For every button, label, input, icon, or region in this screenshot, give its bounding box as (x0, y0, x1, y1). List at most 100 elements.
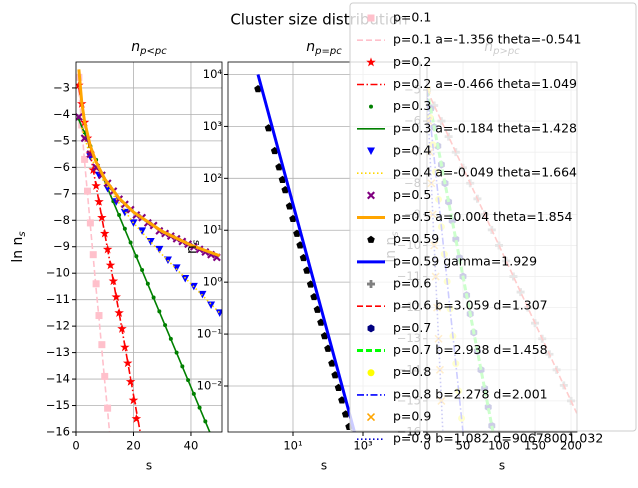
legend-label: p=0.9 (393, 409, 431, 424)
legend-label: p=0.7 b=2.938 d=1.458 (393, 342, 548, 357)
y-tick-label: −11 (46, 292, 70, 306)
y-tick-label: 10⁴ (203, 67, 223, 81)
marker (367, 14, 375, 22)
title-sub: p=pc (314, 46, 342, 57)
plot-content (76, 69, 222, 432)
legend-label: p=0.4 a=-0.049 theta=1.664 (393, 165, 577, 180)
marker (367, 147, 375, 156)
axes-frame (75, 61, 223, 433)
plot-content (254, 74, 356, 432)
ylabel-main: n (184, 245, 200, 254)
marker (367, 235, 375, 243)
fit-line (78, 90, 111, 432)
y-axis-label: ns (184, 240, 202, 254)
legend-label: p=0.2 a=-0.466 theta=1.049 (393, 76, 577, 91)
x-tick-label: 10³ (353, 439, 373, 453)
legend-label: p=0.8 b=2.278 d=2.001 (393, 386, 548, 401)
marker (369, 104, 373, 109)
y-tick-label: 10¹ (203, 223, 222, 237)
marker (101, 372, 109, 380)
marker (99, 228, 110, 238)
y-tick-label: 10⁰ (203, 275, 223, 289)
y-tick-label: 10² (203, 171, 222, 185)
fit-line (256, 74, 356, 432)
x-tick-label: 40 (184, 439, 199, 453)
legend-label: p=0.5 (393, 187, 431, 202)
legend-label: p=0.59 (393, 231, 439, 246)
legend-label: p=0.3 a=-0.184 theta=1.428 (393, 120, 577, 135)
legend: p=0.1 p=0.1 a=-1.356 theta=-0.541 p=0.2 p=0… (349, 2, 637, 446)
x-axis-label: s (321, 459, 327, 473)
marker (81, 155, 89, 163)
marker (366, 413, 376, 422)
legend-label: p=0.6 (393, 276, 431, 291)
marker (131, 413, 142, 423)
marker (367, 369, 375, 377)
marker (138, 227, 147, 235)
y-tick-label: −16 (46, 425, 70, 439)
x-axis-label: s (146, 459, 152, 473)
legend-label: p=0.59 gamma=1.929 (393, 253, 537, 268)
legend-box (349, 2, 637, 432)
title-main: n (306, 39, 315, 55)
y-tick-label: 10⁻² (197, 378, 222, 392)
fit-line (80, 127, 221, 314)
marker (122, 358, 133, 368)
marker (181, 274, 190, 283)
x-tick-label: 50 (456, 439, 471, 453)
x-tick-label: 100 (488, 439, 510, 453)
y-tick-label: −6 (53, 160, 70, 174)
legend-label: p=0.6 b=3.059 d=1.307 (393, 298, 548, 313)
marker (129, 219, 138, 227)
y-tick-label: −15 (46, 398, 70, 412)
marker (120, 208, 129, 217)
x-tick-label: 200 (560, 439, 582, 453)
marker (128, 395, 139, 405)
marker (111, 292, 121, 302)
legend-label: p=0.4 (393, 143, 431, 158)
y-tick-label: −12 (46, 319, 70, 333)
x-tick-label: 150 (524, 439, 546, 453)
marker (367, 191, 375, 200)
y-tick-label: −8 (53, 213, 70, 227)
legend-label: p=0.2 (393, 54, 431, 69)
marker (155, 245, 164, 254)
title-main: n (131, 39, 140, 55)
ylabel-main: ln n (10, 237, 26, 263)
y-tick-label: −4 (53, 107, 70, 121)
legend-label: p=0.1 (393, 10, 431, 25)
x-tick-label: 0 (72, 439, 79, 453)
ylabel-sub: s (17, 231, 28, 236)
x-axis-label: s (499, 459, 505, 473)
y-tick-label: 10⁻¹ (197, 327, 222, 341)
title-sub: p<pc (139, 46, 167, 57)
y-tick-label: −5 (53, 133, 70, 147)
legend-label: p=0.1 a=-1.356 theta=-0.541 (393, 32, 582, 47)
y-tick-label: −3 (53, 80, 70, 94)
y-tick-label: −9 (53, 239, 70, 253)
x-tick-label: 20 (126, 439, 141, 453)
x-tick-label: 0 (423, 439, 430, 453)
y-tick-label: −7 (53, 186, 70, 200)
marker (367, 324, 375, 333)
y-axis-label: ln ns (10, 231, 28, 262)
legend-label: p=0.8 (393, 364, 431, 379)
y-tick-label: −13 (46, 345, 70, 359)
marker (215, 309, 222, 317)
marker (367, 280, 375, 289)
legend-label: p=0.7 (393, 320, 431, 335)
legend-label: p=0.9 b=1.082 d=90678001.032 (393, 431, 603, 446)
y-tick-label: −14 (46, 372, 70, 386)
axes-title: np=pc (306, 39, 342, 57)
marker (76, 113, 83, 122)
marker (86, 219, 94, 227)
marker (207, 301, 216, 309)
marker (94, 196, 104, 206)
fit-line (77, 69, 221, 258)
axes: 0 20 40 −3 −4 −5 −6 −7 −8 −9 −10 −11 −12 −13 −14 −15 −16… (10, 39, 223, 473)
x-tick-label: 10¹ (283, 439, 302, 453)
legend-label: p=0.5 a=0.004 theta=1.854 (393, 209, 573, 224)
ylabel-sub: s (191, 240, 202, 245)
